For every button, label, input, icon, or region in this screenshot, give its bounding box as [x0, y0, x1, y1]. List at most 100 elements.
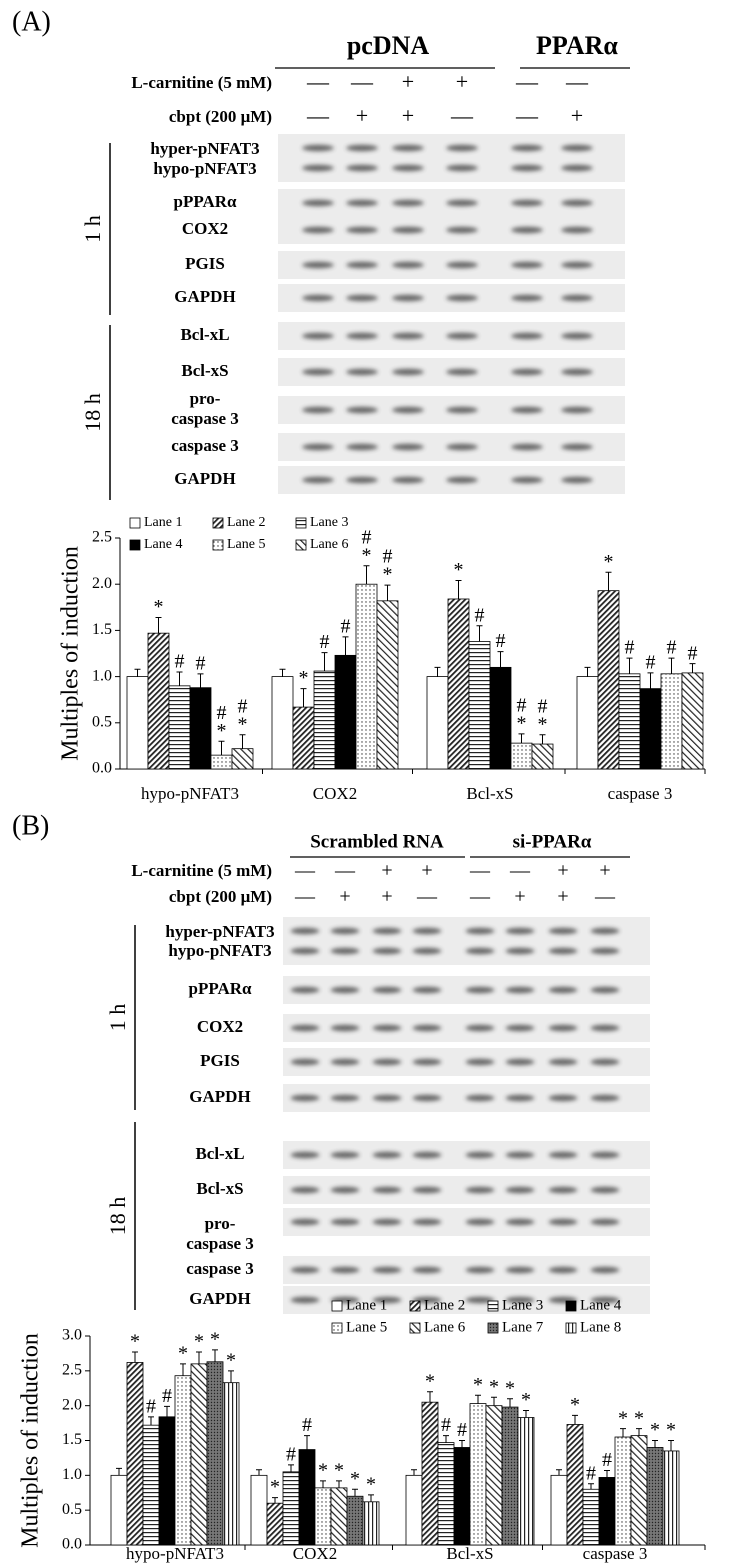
y-tick-label: 3.0 — [62, 1327, 82, 1344]
bar — [222, 1382, 240, 1546]
error-bar — [497, 651, 504, 668]
error-bar — [668, 1440, 674, 1451]
band — [505, 1058, 535, 1066]
y-tick-label: 0.0 — [62, 1536, 82, 1553]
row-label: Bcl-xS — [196, 1179, 243, 1198]
legend-swatch — [331, 1322, 343, 1334]
treatment-sign: + — [557, 886, 568, 908]
band — [446, 144, 478, 152]
band — [372, 986, 402, 994]
band — [548, 1058, 578, 1066]
band — [290, 986, 320, 994]
legend-swatch — [295, 539, 307, 551]
band — [465, 1058, 495, 1066]
bar — [174, 1375, 192, 1546]
band — [346, 476, 378, 484]
bar — [355, 583, 378, 770]
significance-mark: # — [475, 604, 485, 626]
treatment-label: cbpt (200 μM) — [169, 107, 272, 126]
band — [392, 476, 424, 484]
time-label: 18 h — [80, 393, 105, 432]
band — [302, 294, 334, 302]
band — [505, 1266, 535, 1274]
bar — [147, 632, 170, 770]
group-label: PPARα — [536, 31, 618, 60]
bar — [662, 1450, 680, 1546]
band — [561, 144, 593, 152]
legend-label: Lane 6 — [424, 1319, 466, 1335]
treatment-sign: + — [381, 886, 392, 908]
bar — [646, 1447, 664, 1546]
band — [465, 1151, 495, 1159]
band — [446, 294, 478, 302]
row-label: hypo-pNFAT3 — [153, 159, 256, 178]
treatment-sign: — — [515, 103, 539, 128]
treatment-sign: — — [469, 860, 491, 882]
error-bar — [626, 657, 633, 674]
bar — [250, 1474, 268, 1546]
error-bar — [507, 1398, 513, 1408]
band — [372, 1058, 402, 1066]
band — [511, 164, 543, 172]
band — [548, 1186, 578, 1194]
treatment-sign: — — [469, 886, 491, 908]
error-bar — [427, 1391, 433, 1403]
treatment-sign: — — [594, 886, 616, 908]
error-bar — [300, 688, 307, 708]
error-bar — [212, 1349, 218, 1362]
group-label: si-PPARα — [513, 831, 592, 852]
band — [548, 986, 578, 994]
band — [548, 1218, 578, 1226]
band — [511, 226, 543, 234]
error-bar — [228, 1370, 234, 1383]
band — [392, 332, 424, 340]
row-label: hyper-pNFAT3 — [165, 922, 274, 941]
band — [346, 261, 378, 269]
bar — [313, 670, 336, 770]
band — [465, 1296, 495, 1304]
error-bar — [116, 1467, 122, 1476]
error-bar — [321, 652, 328, 672]
time-label: 1 h — [105, 1004, 130, 1032]
panel-label: (A) — [12, 6, 51, 37]
band — [561, 261, 593, 269]
y-tick-label: 0.5 — [92, 713, 112, 730]
significance-mark: # — [586, 1462, 596, 1484]
significance-mark: # — [625, 637, 635, 659]
band — [505, 1218, 535, 1226]
error-bar — [455, 580, 462, 599]
y-tick-label: 1.0 — [62, 1466, 82, 1483]
band — [561, 226, 593, 234]
x-tick-label: caspase 3 — [583, 1544, 648, 1563]
significance-mark: # — [496, 630, 506, 652]
band — [561, 164, 593, 172]
row-label: pro- — [190, 389, 221, 408]
row-label: pPPARα — [188, 979, 252, 998]
error-bar — [539, 734, 546, 745]
bar — [630, 1435, 648, 1546]
error-bar — [689, 663, 696, 673]
legend-swatch — [565, 1300, 577, 1312]
band — [372, 1218, 402, 1226]
band — [302, 368, 334, 376]
content: (A) pcDNA PPARα L-carnitine (5 mM) — — + + — — cbp… — [12, 6, 706, 1563]
bar — [517, 1417, 535, 1546]
band — [346, 332, 378, 340]
band — [505, 927, 535, 935]
significance-mark: * — [570, 1394, 580, 1416]
error-bar — [134, 668, 141, 677]
error-bar — [164, 1405, 170, 1417]
band — [302, 199, 334, 207]
error-bar — [572, 1414, 578, 1425]
significance-mark: # — [341, 615, 351, 637]
significance-mark: # — [517, 694, 527, 716]
band — [590, 1151, 620, 1159]
row-label: Bcl-xL — [180, 325, 229, 344]
significance-mark: * — [154, 596, 164, 618]
band — [412, 1151, 442, 1159]
legend-swatch — [409, 1322, 421, 1334]
error-bar — [196, 1351, 202, 1364]
bar — [453, 1447, 471, 1546]
legend-swatch — [212, 539, 224, 551]
